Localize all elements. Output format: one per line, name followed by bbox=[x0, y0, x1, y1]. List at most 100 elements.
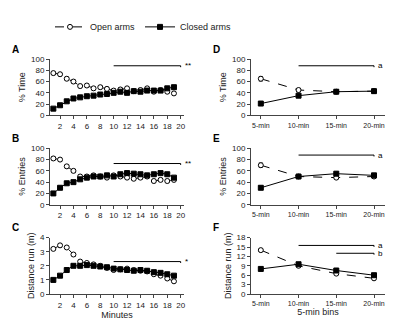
svg-text:2: 2 bbox=[58, 301, 63, 310]
svg-text:12: 12 bbox=[236, 252, 245, 261]
svg-text:**: ** bbox=[185, 61, 191, 70]
svg-text:6: 6 bbox=[85, 122, 90, 131]
svg-text:*: * bbox=[185, 257, 188, 266]
svg-text:16: 16 bbox=[149, 122, 158, 131]
svg-text:2: 2 bbox=[40, 262, 45, 271]
svg-text:a: a bbox=[378, 61, 383, 70]
svg-text:E: E bbox=[213, 133, 220, 144]
svg-text:0: 0 bbox=[40, 290, 45, 299]
svg-text:1: 1 bbox=[40, 276, 45, 285]
svg-text:D: D bbox=[213, 44, 220, 55]
svg-text:0: 0 bbox=[241, 201, 246, 210]
svg-text:% Entries: % Entries bbox=[218, 157, 228, 196]
svg-text:18: 18 bbox=[163, 301, 172, 310]
svg-text:3: 3 bbox=[40, 248, 45, 257]
svg-text:40: 40 bbox=[35, 178, 44, 187]
svg-text:20: 20 bbox=[176, 211, 185, 220]
svg-text:10-min: 10-min bbox=[288, 122, 310, 129]
svg-text:0: 0 bbox=[40, 201, 45, 210]
svg-text:15-min: 15-min bbox=[326, 300, 348, 307]
svg-text:18: 18 bbox=[236, 233, 245, 242]
svg-text:% Entries: % Entries bbox=[17, 157, 27, 196]
svg-text:4: 4 bbox=[40, 233, 45, 242]
svg-text:8: 8 bbox=[98, 211, 103, 220]
svg-text:0: 0 bbox=[241, 290, 246, 299]
svg-text:b: b bbox=[378, 249, 383, 258]
svg-text:20: 20 bbox=[236, 189, 245, 198]
svg-text:18: 18 bbox=[163, 122, 172, 131]
svg-text:20-min: 20-min bbox=[363, 300, 385, 307]
svg-text:Open arms: Open arms bbox=[90, 22, 135, 32]
svg-text:20: 20 bbox=[35, 189, 44, 198]
svg-text:C: C bbox=[12, 222, 19, 233]
svg-text:14: 14 bbox=[136, 301, 145, 310]
svg-text:5-min bins: 5-min bins bbox=[297, 307, 339, 317]
svg-text:Distance run (m): Distance run (m) bbox=[223, 233, 233, 300]
svg-text:a: a bbox=[378, 151, 383, 160]
svg-text:100: 100 bbox=[232, 55, 246, 64]
svg-text:Distance run (m): Distance run (m) bbox=[26, 233, 36, 300]
svg-text:80: 80 bbox=[35, 155, 44, 164]
svg-text:14: 14 bbox=[136, 211, 145, 220]
svg-text:60: 60 bbox=[35, 167, 44, 176]
svg-text:% Time: % Time bbox=[17, 72, 27, 102]
svg-text:4: 4 bbox=[71, 301, 76, 310]
svg-text:20: 20 bbox=[236, 100, 245, 109]
svg-text:2: 2 bbox=[58, 211, 63, 220]
svg-text:5-min: 5-min bbox=[252, 122, 270, 129]
svg-text:15-min: 15-min bbox=[326, 122, 348, 129]
svg-text:20: 20 bbox=[176, 122, 185, 131]
svg-text:15: 15 bbox=[236, 243, 245, 252]
svg-text:10: 10 bbox=[109, 301, 118, 310]
svg-text:**: ** bbox=[185, 159, 191, 168]
svg-text:100: 100 bbox=[31, 144, 45, 153]
svg-text:15-min: 15-min bbox=[326, 211, 348, 218]
svg-text:40: 40 bbox=[35, 89, 44, 98]
svg-text:4: 4 bbox=[71, 122, 76, 131]
svg-text:6: 6 bbox=[85, 211, 90, 220]
svg-text:A: A bbox=[12, 44, 19, 55]
svg-text:20-min: 20-min bbox=[363, 211, 385, 218]
svg-text:Closed arms: Closed arms bbox=[180, 22, 231, 32]
svg-text:% Time: % Time bbox=[218, 72, 228, 102]
svg-text:12: 12 bbox=[123, 211, 132, 220]
svg-text:60: 60 bbox=[236, 167, 245, 176]
svg-text:10: 10 bbox=[109, 122, 118, 131]
svg-text:20: 20 bbox=[35, 100, 44, 109]
svg-text:20-min: 20-min bbox=[363, 122, 385, 129]
svg-text:8: 8 bbox=[98, 122, 103, 131]
svg-text:0: 0 bbox=[241, 111, 246, 120]
svg-text:80: 80 bbox=[236, 155, 245, 164]
svg-text:40: 40 bbox=[236, 178, 245, 187]
svg-text:6: 6 bbox=[241, 271, 246, 280]
svg-text:16: 16 bbox=[149, 211, 158, 220]
svg-text:10-min: 10-min bbox=[288, 300, 310, 307]
svg-text:18: 18 bbox=[163, 211, 172, 220]
svg-text:14: 14 bbox=[136, 122, 145, 131]
svg-text:12: 12 bbox=[123, 122, 132, 131]
svg-text:16: 16 bbox=[149, 301, 158, 310]
svg-text:8: 8 bbox=[98, 301, 103, 310]
svg-text:5-min: 5-min bbox=[252, 300, 270, 307]
svg-text:80: 80 bbox=[236, 66, 245, 75]
svg-text:10: 10 bbox=[109, 211, 118, 220]
svg-text:100: 100 bbox=[232, 144, 246, 153]
svg-text:4: 4 bbox=[71, 211, 76, 220]
svg-text:80: 80 bbox=[35, 66, 44, 75]
svg-text:12: 12 bbox=[123, 301, 132, 310]
svg-text:5-min: 5-min bbox=[252, 211, 270, 218]
svg-text:F: F bbox=[213, 222, 219, 233]
svg-text:3: 3 bbox=[241, 280, 246, 289]
svg-text:10-min: 10-min bbox=[288, 211, 310, 218]
svg-text:2: 2 bbox=[58, 122, 63, 131]
svg-text:20: 20 bbox=[176, 301, 185, 310]
svg-text:100: 100 bbox=[31, 55, 45, 64]
svg-text:a: a bbox=[378, 241, 383, 250]
svg-text:0: 0 bbox=[40, 111, 45, 120]
svg-text:40: 40 bbox=[236, 89, 245, 98]
svg-text:60: 60 bbox=[35, 77, 44, 86]
svg-text:9: 9 bbox=[241, 262, 246, 271]
svg-text:60: 60 bbox=[236, 77, 245, 86]
svg-text:Minutes: Minutes bbox=[101, 310, 133, 320]
svg-text:B: B bbox=[12, 133, 19, 144]
